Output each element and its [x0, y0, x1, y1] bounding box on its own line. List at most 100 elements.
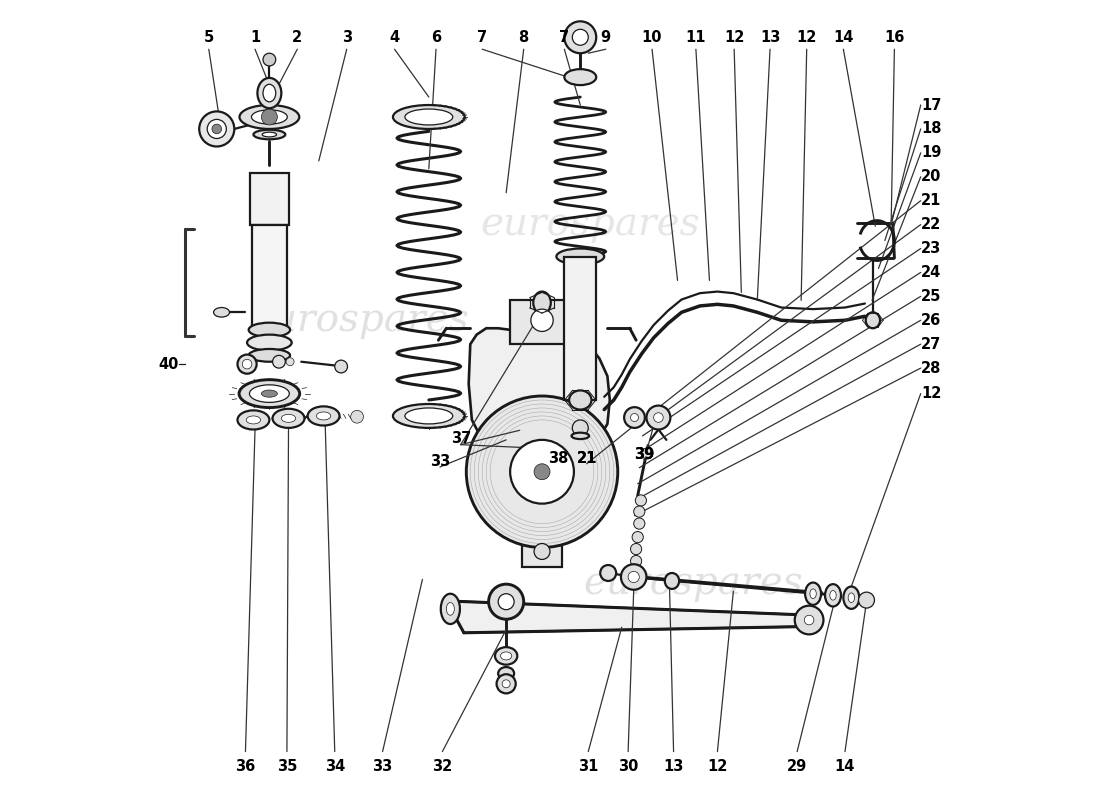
Circle shape: [804, 615, 814, 625]
Text: 33: 33: [430, 454, 450, 469]
Circle shape: [531, 309, 553, 331]
Circle shape: [632, 531, 644, 542]
Circle shape: [273, 355, 285, 368]
Text: 9: 9: [601, 30, 610, 45]
Ellipse shape: [564, 69, 596, 85]
Text: 14: 14: [833, 30, 854, 45]
Circle shape: [641, 448, 652, 459]
Ellipse shape: [393, 404, 464, 428]
Text: 34: 34: [324, 759, 345, 774]
Text: 37: 37: [451, 430, 471, 446]
Text: 32: 32: [432, 759, 452, 774]
Ellipse shape: [253, 130, 285, 139]
Circle shape: [858, 592, 874, 608]
Ellipse shape: [534, 291, 551, 314]
Ellipse shape: [848, 593, 855, 602]
Circle shape: [334, 360, 348, 373]
Text: 29: 29: [786, 759, 807, 774]
Text: 30: 30: [618, 759, 638, 774]
Ellipse shape: [569, 390, 592, 410]
Text: eurospares: eurospares: [584, 565, 803, 602]
Circle shape: [634, 506, 645, 517]
Text: 12: 12: [921, 386, 942, 401]
Ellipse shape: [557, 249, 604, 265]
Circle shape: [503, 680, 510, 688]
Bar: [510, 300, 574, 344]
Text: 11: 11: [685, 30, 706, 45]
Circle shape: [286, 358, 294, 366]
Text: 25: 25: [921, 289, 942, 304]
Text: 10: 10: [641, 30, 662, 45]
Ellipse shape: [664, 573, 679, 589]
Circle shape: [572, 30, 588, 46]
Text: 28: 28: [921, 361, 942, 376]
Ellipse shape: [263, 84, 276, 102]
Ellipse shape: [246, 416, 261, 424]
Text: 26: 26: [921, 313, 942, 328]
Ellipse shape: [308, 406, 340, 426]
Text: 38: 38: [548, 450, 569, 466]
Ellipse shape: [805, 582, 821, 605]
Circle shape: [535, 464, 550, 480]
Ellipse shape: [250, 385, 289, 402]
Circle shape: [647, 406, 670, 430]
Text: 12: 12: [724, 30, 745, 45]
Text: 4: 4: [389, 30, 399, 45]
Ellipse shape: [866, 312, 880, 328]
Text: 39: 39: [634, 446, 654, 462]
Bar: [250, 173, 288, 225]
Text: 36: 36: [235, 759, 255, 774]
Text: 21: 21: [921, 193, 942, 208]
Ellipse shape: [405, 408, 453, 424]
Text: 12: 12: [707, 759, 727, 774]
Ellipse shape: [238, 410, 270, 430]
Ellipse shape: [262, 390, 277, 398]
Text: 13: 13: [663, 759, 684, 774]
Circle shape: [535, 543, 550, 559]
Ellipse shape: [273, 409, 305, 428]
Ellipse shape: [239, 380, 299, 407]
Bar: [564, 257, 596, 400]
Text: 1: 1: [250, 30, 261, 45]
Ellipse shape: [447, 602, 454, 615]
Text: 7: 7: [477, 30, 487, 45]
Circle shape: [572, 420, 588, 436]
Ellipse shape: [317, 412, 331, 420]
Circle shape: [628, 571, 639, 582]
Ellipse shape: [213, 307, 230, 317]
Circle shape: [636, 495, 647, 506]
Text: eurospares: eurospares: [249, 302, 469, 338]
Ellipse shape: [249, 322, 290, 337]
Text: eurospares: eurospares: [480, 206, 700, 243]
Ellipse shape: [825, 584, 842, 606]
Text: 35: 35: [277, 759, 297, 774]
Ellipse shape: [829, 590, 836, 600]
Ellipse shape: [405, 109, 453, 125]
Circle shape: [630, 543, 641, 554]
Circle shape: [794, 606, 824, 634]
Ellipse shape: [282, 414, 296, 422]
Ellipse shape: [441, 594, 460, 624]
Ellipse shape: [498, 667, 514, 680]
Ellipse shape: [240, 105, 299, 129]
Ellipse shape: [393, 105, 464, 129]
Ellipse shape: [249, 349, 290, 362]
Text: 17: 17: [921, 98, 942, 113]
Text: 22: 22: [921, 217, 942, 232]
Circle shape: [496, 674, 516, 694]
Text: 33: 33: [373, 759, 393, 774]
Text: 7: 7: [559, 30, 570, 45]
Text: 27: 27: [921, 337, 942, 352]
Ellipse shape: [500, 652, 512, 660]
Circle shape: [510, 440, 574, 504]
Polygon shape: [469, 328, 609, 468]
Bar: [252, 225, 287, 328]
Text: 19: 19: [921, 146, 942, 160]
Text: 31: 31: [579, 759, 598, 774]
Polygon shape: [447, 601, 813, 633]
Circle shape: [351, 410, 363, 423]
Ellipse shape: [495, 647, 517, 665]
Circle shape: [238, 354, 256, 374]
Circle shape: [199, 111, 234, 146]
Circle shape: [212, 124, 221, 134]
